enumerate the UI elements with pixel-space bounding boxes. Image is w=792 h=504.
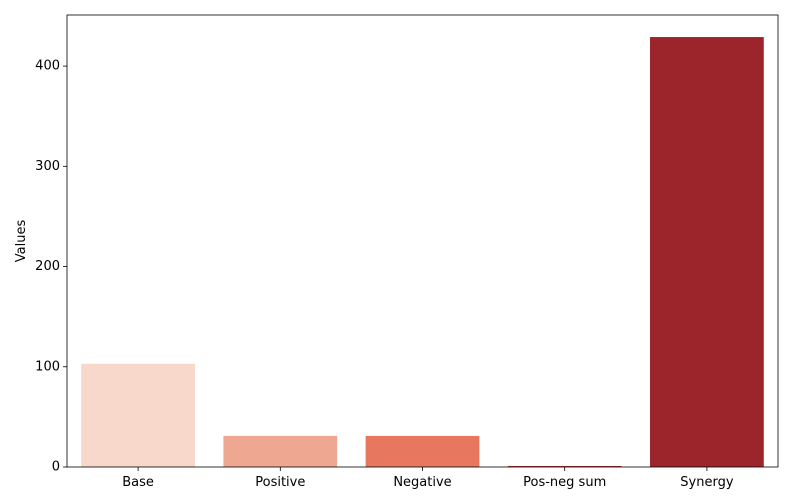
x-axis-ticks: Base Positive Negative Pos-neg sum Synergy (122, 467, 734, 490)
y-tick-label: 300 (35, 159, 60, 174)
bar-base (81, 363, 195, 467)
y-tick-label: 200 (35, 259, 60, 274)
y-axis-label: Values (14, 220, 29, 263)
x-tick-label-synergy: Synergy (680, 475, 734, 490)
bar-synergy (650, 37, 764, 468)
bar-positive (223, 435, 338, 467)
x-tick-label-pos-neg-sum: Pos-neg sum (523, 475, 606, 490)
y-tick-label: 100 (35, 359, 60, 374)
x-tick-label-positive: Positive (255, 475, 305, 490)
plot-frame (66, 14, 779, 468)
x-tick-label-negative: Negative (393, 475, 451, 490)
bars-group (81, 37, 764, 468)
y-tick-label: 400 (35, 59, 60, 74)
x-tick-label-base: Base (122, 475, 154, 490)
y-axis-ticks: 0 100 200 300 400 (35, 59, 67, 475)
bar-pos-neg-sum (507, 465, 622, 467)
y-tick-label: 0 (52, 460, 60, 475)
bar-negative (365, 435, 480, 467)
